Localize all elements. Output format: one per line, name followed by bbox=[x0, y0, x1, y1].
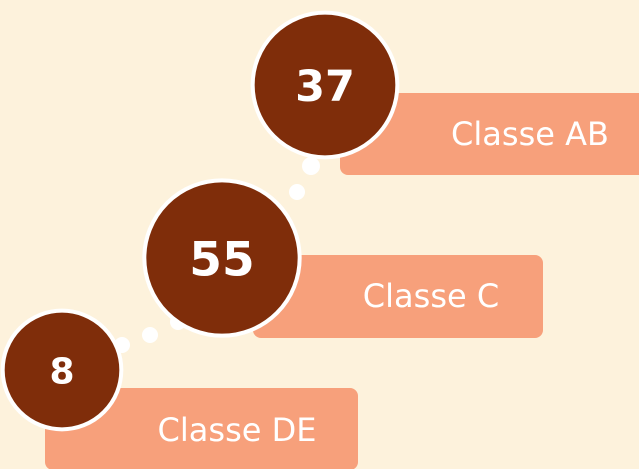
category-label: Classe C bbox=[363, 277, 499, 315]
label-bar bbox=[340, 93, 639, 175]
bubble bbox=[142, 178, 302, 338]
value-label: 8 bbox=[49, 352, 74, 393]
value-label: 37 bbox=[295, 62, 355, 112]
label-bar bbox=[45, 388, 358, 469]
bubble bbox=[0, 308, 124, 432]
value-label: 55 bbox=[189, 233, 254, 288]
category-label: Classe AB bbox=[451, 115, 609, 153]
dot bbox=[302, 157, 320, 175]
dot bbox=[289, 184, 305, 200]
dot bbox=[142, 327, 158, 343]
category-label: Classe DE bbox=[158, 411, 317, 449]
bubble bbox=[250, 10, 400, 160]
label-bar bbox=[253, 255, 543, 338]
